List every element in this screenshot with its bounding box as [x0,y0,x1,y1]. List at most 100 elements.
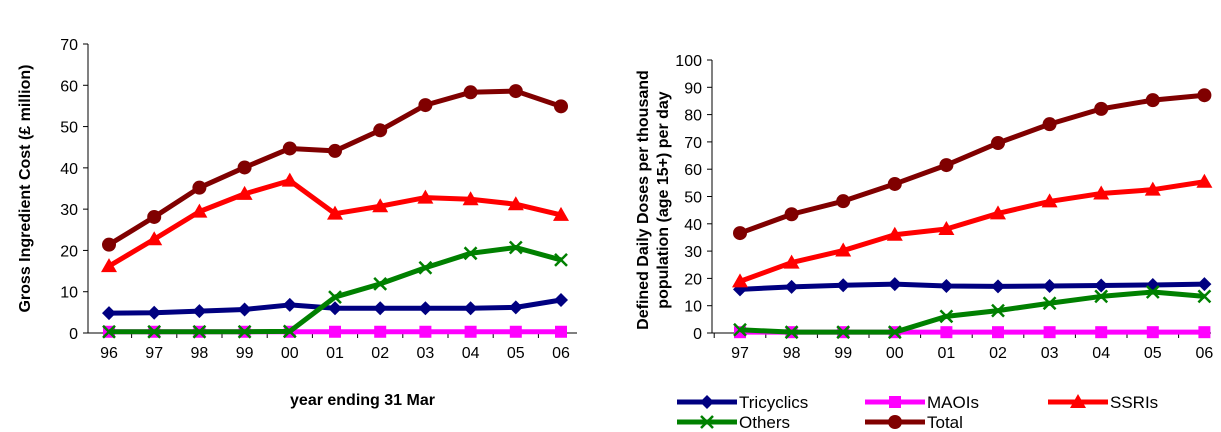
left-y-tick-label: 60 [60,78,78,95]
legend-label-tricyclics: Tricyclics [739,393,808,412]
right-x-tick-label: 03 [1041,345,1059,362]
right-point-tricyclics [939,279,954,294]
right-series-line-tricyclics [739,281,1205,292]
right-point-total [1145,93,1160,108]
left-point-ssris [462,191,479,206]
left-series-line-ssris [107,178,562,269]
left-point-tricyclics [282,297,297,312]
left-point-ssris [281,172,298,187]
right-point-total [1197,88,1212,103]
right-y-tick-label: 40 [684,217,702,234]
left-point-ssris [101,258,117,273]
right-point-others [1197,289,1212,304]
left-point-maois [374,325,387,338]
right-y-tick-label: 60 [684,162,702,179]
legend-marker-others [700,415,714,429]
left-point-maois [464,325,477,338]
left-point-tricyclics [102,306,116,321]
left-point-maois [419,325,432,338]
legend-label-maois: MAOIs [927,393,979,412]
right-point-ssris [1144,181,1161,196]
left-y-tick-label: 0 [69,326,78,343]
left-point-ssris [417,189,434,204]
left-point-others [237,324,252,339]
left-point-tricyclics [463,301,478,316]
left-x-tick-label: 04 [462,345,480,362]
right-point-tricyclics [1197,277,1212,292]
right-point-others [836,325,851,340]
right-point-total [836,194,851,209]
right-y-tick-label: 90 [684,80,702,97]
left-point-others [373,276,388,291]
left-point-tricyclics [237,302,252,317]
left-point-others [463,246,478,261]
right-y-tick-label: 20 [684,271,702,288]
left-point-tricyclics [554,292,568,307]
left-point-others [102,324,116,339]
right-point-ssris [1041,193,1058,208]
left-point-others [418,260,433,275]
left-y-axis-title: Gross Ingredient Cost (£ million) [17,64,34,312]
left-point-tricyclics [418,301,433,316]
right-point-others [887,325,902,340]
right-point-maois [940,326,953,339]
left-point-ssris [146,231,163,246]
legend-item-ssris: SSRIs [1048,393,1158,412]
left-series-tricyclics [102,292,568,321]
right-point-total [887,176,902,191]
right-x-tick-label: 00 [886,345,904,362]
right-point-maois [1095,326,1108,339]
left-point-ssris [553,206,569,221]
left-point-total [418,98,433,113]
right-y-tick-label: 50 [684,190,702,207]
left-series-line-others [109,245,562,335]
right-point-ssris [1196,173,1213,188]
right-point-others [1145,285,1160,299]
left-y-tick-label: 10 [60,285,78,302]
right-y-tick-label: 10 [684,299,702,316]
legend-label-total: Total [927,413,963,432]
right-x-tick-label: 02 [989,345,1007,362]
right-x-tick-label: 05 [1144,345,1162,362]
right-y-tick-label: 80 [684,108,702,125]
right-point-tricyclics [887,277,902,292]
left-x-tick-label: 96 [100,345,118,362]
legend-marker-tricyclics [700,395,714,409]
right-series-line-total [739,92,1205,236]
right-point-ssris [1093,185,1110,200]
right-point-ssris [732,273,748,288]
right-point-others [733,322,747,337]
left-x-tick-label: 06 [552,345,570,362]
left-x-tick-label: 00 [281,345,299,362]
legend-label-ssris: SSRIs [1110,393,1158,412]
left-point-tricyclics [373,301,388,316]
right-point-tricyclics [1042,279,1057,294]
left-point-total [328,143,342,158]
legend: Tricyclics MAOIs SSRIs Others Total [677,393,1158,432]
left-point-others [328,290,342,304]
legend-item-maois: MAOIs [865,393,979,412]
right-point-tricyclics [1094,278,1109,293]
legend-marker-ssris [1070,394,1086,408]
right-chart-ddd: 0 10 20 30 40 50 60 70 80 90 100 97 98 99 00 01 02 03 04 05… [635,53,1213,362]
left-point-total [237,160,252,175]
left-point-total [192,180,207,195]
left-x-tick-label: 01 [326,345,344,362]
right-point-total [733,226,747,241]
right-point-total [1042,117,1057,132]
left-point-total [102,237,116,252]
left-y-tick-label: 70 [60,37,78,54]
right-x-tick-label: 97 [731,345,749,362]
left-chart-cost: 0 10 20 30 40 50 60 70 96 97 98 99 00 01 02 03 04 05 06 Gro… [17,37,577,409]
left-x-tick-label: 03 [417,345,435,362]
right-point-ssris [886,226,903,241]
left-point-tricyclics [147,305,162,320]
left-y-tick-label: 40 [60,161,78,178]
left-point-others [192,324,207,339]
left-point-tricyclics [328,301,342,316]
left-x-tick-label: 98 [191,345,209,362]
right-point-total [939,158,954,173]
legend-item-others: Others [677,413,790,432]
right-point-tricyclics [991,279,1005,294]
